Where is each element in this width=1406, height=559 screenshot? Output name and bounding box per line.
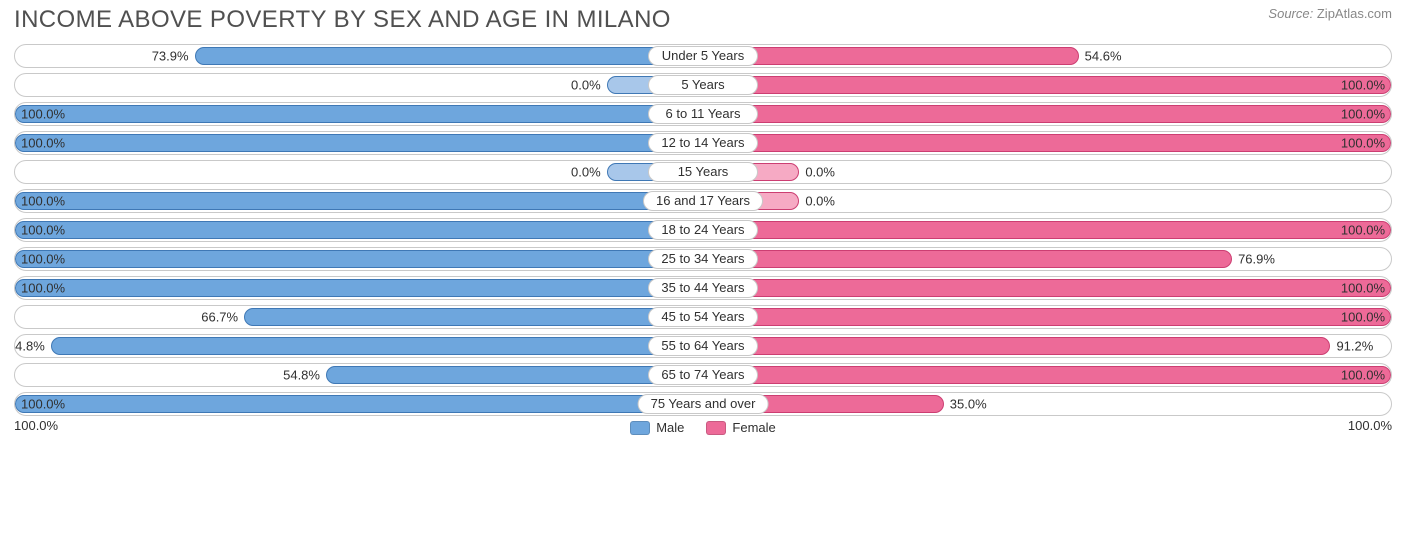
male-bar <box>15 279 703 297</box>
female-bar <box>703 47 1079 65</box>
male-value-label: 66.7% <box>201 310 238 325</box>
female-bar <box>703 279 1391 297</box>
female-value-label: 100.0% <box>1341 136 1385 151</box>
chart-row: 94.8% 91.2% 55 to 64 Years <box>14 334 1392 358</box>
female-bar <box>703 250 1232 268</box>
female-value-label: 35.0% <box>950 397 987 412</box>
category-badge: 55 to 64 Years <box>648 336 758 356</box>
axis-right-label: 100.0% <box>1348 418 1392 433</box>
male-value-label: 0.0% <box>571 78 601 93</box>
female-value-label: 100.0% <box>1341 281 1385 296</box>
male-value-label: 100.0% <box>21 223 65 238</box>
male-bar <box>51 337 703 355</box>
category-badge: 45 to 54 Years <box>648 307 758 327</box>
female-value-label: 100.0% <box>1341 107 1385 122</box>
female-bar <box>703 308 1391 326</box>
male-value-label: 100.0% <box>21 194 65 209</box>
category-badge: 6 to 11 Years <box>648 104 758 124</box>
source-value: ZipAtlas.com <box>1317 6 1392 21</box>
female-bar <box>703 337 1330 355</box>
chart-row: 100.0% 35.0% 75 Years and over <box>14 392 1392 416</box>
category-badge: 5 Years <box>648 75 758 95</box>
chart-row: 100.0% 76.9% 25 to 34 Years <box>14 247 1392 271</box>
axis-row: 100.0% 100.0% <box>14 418 1392 436</box>
female-bar <box>703 134 1391 152</box>
male-value-label: 94.8% <box>14 339 45 354</box>
category-badge: 35 to 44 Years <box>648 278 758 298</box>
chart-row: 100.0% 100.0% 6 to 11 Years <box>14 102 1392 126</box>
category-badge: 75 Years and over <box>638 394 769 414</box>
male-bar <box>15 221 703 239</box>
female-value-label: 91.2% <box>1336 339 1373 354</box>
chart-row: 100.0% 100.0% 18 to 24 Years <box>14 218 1392 242</box>
male-bar <box>15 250 703 268</box>
female-bar <box>703 366 1391 384</box>
male-bar <box>326 366 703 384</box>
male-value-label: 100.0% <box>21 397 65 412</box>
male-bar <box>15 192 703 210</box>
chart-row: 100.0% 100.0% 12 to 14 Years <box>14 131 1392 155</box>
male-value-label: 100.0% <box>21 107 65 122</box>
category-badge: 18 to 24 Years <box>648 220 758 240</box>
chart-row: 100.0% 100.0% 35 to 44 Years <box>14 276 1392 300</box>
chart-container: INCOME ABOVE POVERTY BY SEX AND AGE IN M… <box>0 0 1406 559</box>
female-value-label: 54.6% <box>1085 49 1122 64</box>
category-badge: 15 Years <box>648 162 758 182</box>
category-badge: 25 to 34 Years <box>648 249 758 269</box>
male-value-label: 100.0% <box>21 252 65 267</box>
axis-left-label: 100.0% <box>14 418 58 433</box>
male-value-label: 0.0% <box>571 165 601 180</box>
chart-title: INCOME ABOVE POVERTY BY SEX AND AGE IN M… <box>14 6 671 34</box>
female-value-label: 100.0% <box>1341 223 1385 238</box>
chart-row: 100.0% 0.0% 16 and 17 Years <box>14 189 1392 213</box>
chart-rows: 73.9% 54.6% Under 5 Years 0.0% 100.0% 5 Years… <box>14 44 1392 416</box>
female-value-label: 100.0% <box>1341 368 1385 383</box>
chart-row: 54.8% 100.0% 65 to 74 Years <box>14 363 1392 387</box>
source-label: Source: <box>1268 6 1313 21</box>
male-bar <box>15 395 703 413</box>
female-value-label: 100.0% <box>1341 78 1385 93</box>
female-value-label: 100.0% <box>1341 310 1385 325</box>
chart-row: 66.7% 100.0% 45 to 54 Years <box>14 305 1392 329</box>
female-bar <box>703 105 1391 123</box>
male-value-label: 73.9% <box>152 49 189 64</box>
male-value-label: 100.0% <box>21 281 65 296</box>
male-bar <box>15 134 703 152</box>
category-badge: Under 5 Years <box>648 46 758 66</box>
male-value-label: 54.8% <box>283 368 320 383</box>
category-badge: 12 to 14 Years <box>648 133 758 153</box>
female-bar <box>703 76 1391 94</box>
male-bar <box>244 308 703 326</box>
category-badge: 65 to 74 Years <box>648 365 758 385</box>
female-bar <box>703 221 1391 239</box>
female-value-label: 0.0% <box>805 194 835 209</box>
male-bar <box>15 105 703 123</box>
chart-header: INCOME ABOVE POVERTY BY SEX AND AGE IN M… <box>14 6 1392 34</box>
chart-row: 0.0% 100.0% 5 Years <box>14 73 1392 97</box>
category-badge: 16 and 17 Years <box>643 191 763 211</box>
chart-row: 73.9% 54.6% Under 5 Years <box>14 44 1392 68</box>
chart-row: 0.0% 0.0% 15 Years <box>14 160 1392 184</box>
chart-source: Source: ZipAtlas.com <box>1268 6 1392 21</box>
female-value-label: 0.0% <box>805 165 835 180</box>
male-value-label: 100.0% <box>21 136 65 151</box>
female-value-label: 76.9% <box>1238 252 1275 267</box>
male-bar <box>195 47 703 65</box>
